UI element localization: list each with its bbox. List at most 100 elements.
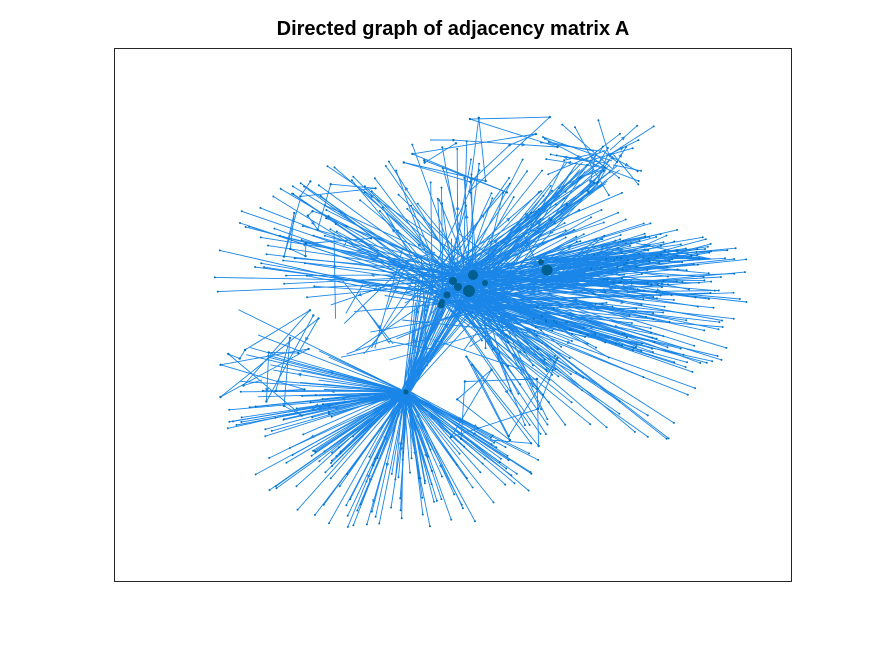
graph-node (490, 192, 493, 195)
graph-edge (243, 379, 263, 386)
graph-node (328, 404, 331, 407)
graph-node (316, 228, 319, 231)
graph-node (330, 415, 333, 418)
graph-node (335, 230, 338, 233)
graph-node (322, 403, 324, 406)
graph-node (478, 169, 481, 172)
graph-node (708, 251, 711, 254)
edge-arrowhead (615, 271, 620, 275)
graph-node (470, 173, 473, 176)
graph-edge (469, 229, 575, 275)
graph-node (461, 507, 464, 510)
edge-arrowhead (605, 251, 610, 256)
edge-arrowhead (525, 242, 530, 247)
edge-arrowhead (310, 221, 315, 226)
graph-node (709, 292, 712, 294)
graph-node (586, 342, 589, 345)
graph-edge (395, 170, 437, 283)
graph-node (666, 265, 669, 268)
graph-node (264, 428, 267, 431)
graph-node (456, 147, 459, 150)
graph-node (690, 254, 693, 257)
graph-edge (467, 164, 594, 270)
graph-node (291, 454, 294, 456)
graph-node (423, 159, 426, 162)
graph-node (491, 197, 494, 200)
graph-node (443, 291, 451, 299)
graph-node (667, 283, 669, 286)
edge-arrowhead (553, 257, 558, 261)
graph-node (662, 241, 665, 244)
graph-node (254, 266, 257, 268)
graph-node (611, 305, 614, 308)
graph-edge (408, 390, 502, 460)
graph-node (282, 404, 286, 408)
graph-node (621, 277, 623, 280)
graph-edge (668, 258, 712, 263)
graph-node (493, 441, 496, 444)
graph-node (624, 242, 627, 245)
graph-node (373, 457, 376, 460)
graph-node (709, 242, 712, 245)
graph-node (662, 280, 665, 283)
graph-node (618, 176, 620, 179)
graph-node (538, 191, 540, 194)
graph-node (423, 482, 426, 485)
graph-node (259, 206, 262, 209)
edge-arrowhead (524, 212, 529, 217)
graph-edge (466, 356, 539, 447)
graph-edge (536, 378, 540, 447)
graph-node (339, 450, 342, 453)
graph-node (542, 194, 545, 197)
graph-node (356, 509, 359, 512)
graph-node (285, 461, 288, 464)
edge-arrowhead (622, 284, 627, 289)
edge-arrowhead (310, 407, 315, 412)
graph-node (681, 280, 684, 283)
graph-edge (674, 254, 712, 260)
graph-node (364, 191, 366, 194)
graph-edge (403, 162, 471, 183)
graph-node (710, 250, 713, 253)
graph-node (555, 154, 558, 157)
graph-edge (529, 238, 621, 265)
edge-arrowhead (619, 247, 624, 252)
graph-edge (433, 177, 510, 287)
graph-node (490, 436, 492, 439)
graph-edge (586, 159, 611, 192)
graph-node (541, 342, 544, 345)
graph-node (667, 437, 670, 440)
edge-arrowhead (629, 279, 634, 283)
graph-node (303, 388, 306, 391)
graph-node (312, 449, 315, 452)
graph-node (371, 463, 374, 466)
graph-edge (542, 264, 704, 278)
graph-node (556, 145, 559, 149)
graph-node (564, 236, 567, 239)
graph-edge (531, 281, 614, 287)
graph-node (619, 238, 622, 241)
graph-node (597, 181, 600, 184)
graph-node (651, 351, 654, 354)
graph-node (679, 243, 682, 246)
graph-edge (528, 268, 678, 283)
graph-edge (389, 317, 535, 361)
edge-arrowhead (468, 177, 473, 181)
graph-edge (330, 393, 405, 479)
graph-node (589, 423, 592, 426)
graph-edge (408, 391, 426, 481)
graph-node (403, 389, 409, 395)
graph-node (274, 416, 277, 419)
graph-node (601, 303, 604, 305)
graph-edge (375, 391, 404, 517)
edge-arrowhead (383, 435, 388, 441)
graph-node (419, 477, 422, 480)
graph-node (738, 298, 741, 300)
graph-node (543, 358, 546, 361)
graph-edge (394, 392, 404, 480)
graph-edge (403, 392, 411, 473)
graph-node (696, 263, 699, 266)
graph-node (346, 514, 349, 517)
graph-node (540, 315, 543, 318)
graph-node (378, 522, 381, 525)
